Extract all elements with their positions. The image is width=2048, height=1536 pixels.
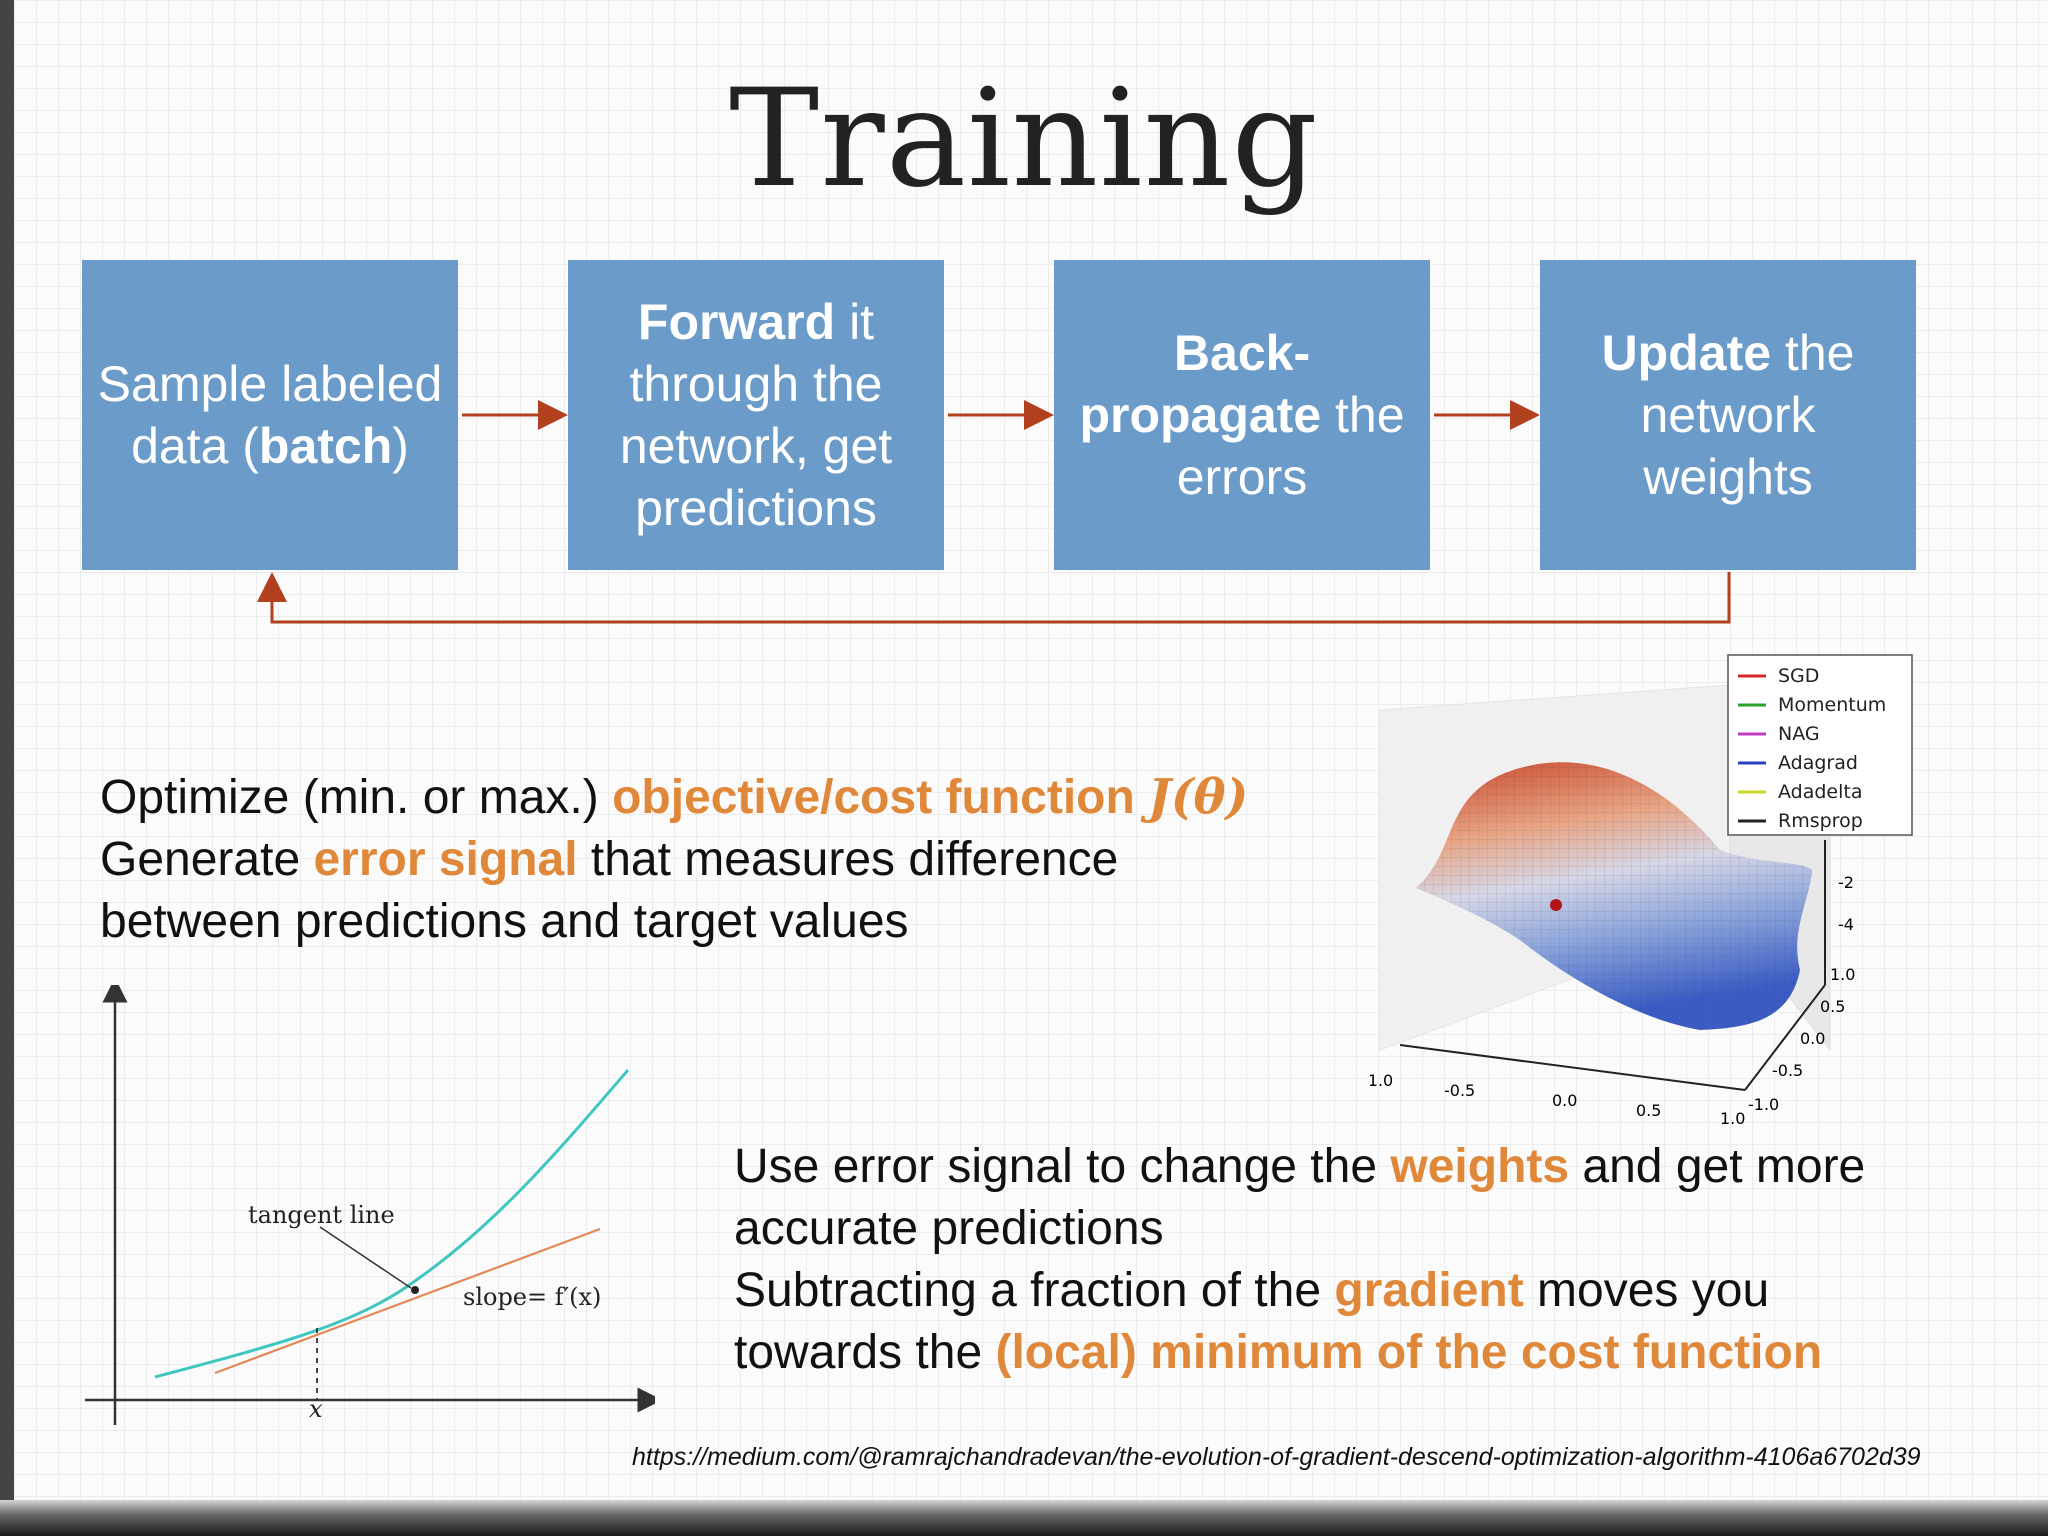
step-2-bold: Forward	[637, 294, 836, 350]
p1-line2-end: that measures difference	[577, 833, 1119, 886]
p1-math-j-theta: J(θ)	[1148, 769, 1249, 825]
legend-label-momentum: Momentum	[1778, 694, 1886, 716]
slide-title: Training	[729, 60, 1319, 217]
x-label: x	[309, 1395, 323, 1423]
p1-line2: Generate	[100, 833, 314, 886]
x-tick-3: 0.0	[1552, 1091, 1577, 1110]
p2-highlight-weights: weights	[1390, 1140, 1570, 1193]
legend-label-rmsprop: Rmsprop	[1778, 810, 1863, 832]
tangent-line	[214, 1227, 601, 1375]
p2-line3-end: moves you	[1523, 1264, 1770, 1317]
source-link[interactable]: https://medium.com/@ramrajchandradevan/t…	[632, 1443, 1921, 1471]
p2-highlight-gradient: gradient	[1334, 1264, 1524, 1317]
function-curve	[154, 1069, 630, 1379]
p2-highlight-minimum: (local) minimum of the cost function	[995, 1326, 1823, 1379]
x-tick-5: 1.0	[1720, 1109, 1745, 1128]
legend-label-adagrad: Adagrad	[1778, 752, 1858, 774]
y-tick-1: 1.0	[1830, 965, 1855, 984]
legend-label-nag: NAG	[1778, 723, 1820, 745]
y-tick-2: 0.5	[1820, 997, 1845, 1016]
legend-label-adadelta: Adadelta	[1778, 781, 1863, 803]
plot-legend: SGD Momentum NAG Adagrad Adadelta Rmsprop	[1727, 654, 1913, 836]
z-tick-1: -2	[1838, 873, 1854, 892]
x-tick-1: -1.0	[1370, 1071, 1393, 1090]
p1-highlight-error: error signal	[313, 833, 578, 886]
p1-line1: Optimize (min. or max.)	[100, 771, 613, 824]
p1-line3: between predictions and target values	[100, 895, 909, 948]
tangent-plot: tangent line slope= f′(x) x	[85, 985, 655, 1425]
z-tick-2: -4	[1838, 915, 1854, 934]
p2-line1-end: and get more	[1569, 1140, 1866, 1193]
annotation-pointer	[319, 1226, 412, 1289]
step-1-text: Sample labeled data (	[97, 356, 443, 474]
step-backpropagate: Back-propagate the errors	[1054, 260, 1430, 570]
step-3-bold: Back-propagate	[1079, 325, 1322, 443]
y-tick-3: 0.0	[1800, 1029, 1825, 1048]
paragraph-objective: Optimize (min. or max.) objective/cost f…	[100, 766, 1248, 953]
step-2-text: it through the network, get predictions	[619, 294, 893, 536]
step-update: Update the network weights	[1540, 260, 1916, 570]
legend-label-sgd: SGD	[1778, 665, 1819, 687]
step-4-text: the network weights	[1640, 325, 1855, 505]
step-1-bold: batch	[258, 418, 393, 474]
slope-label: slope= f′(x)	[463, 1283, 601, 1311]
p2-line3: Subtracting a fraction of the	[734, 1264, 1335, 1317]
step-forward: Forward it through the network, get pred…	[568, 260, 944, 570]
p2-line4: towards the	[734, 1326, 996, 1379]
x-tick-4: 0.5	[1636, 1101, 1661, 1120]
y-tick-5: -1.0	[1748, 1095, 1779, 1114]
x-tick-2: -0.5	[1444, 1081, 1475, 1100]
step-3-text: the errors	[1176, 387, 1405, 505]
surface-plot: -2 -4 1.0 0.5 0.0 -0.5 -1.0 -1.0 -0.5 0.…	[1370, 654, 1913, 1128]
p2-line2: accurate predictions	[734, 1202, 1164, 1255]
flow-arrows	[257, 400, 1731, 624]
tangent-point	[411, 1286, 419, 1294]
feedback-loop-arrow	[257, 572, 1731, 624]
p1-highlight-cost: objective/cost function	[612, 771, 1149, 824]
tangent-annotation: tangent line	[248, 1201, 395, 1229]
p2-line1: Use error signal to change the	[734, 1140, 1391, 1193]
step-4-bold: Update	[1601, 325, 1772, 381]
step-1-text-end: )	[392, 418, 409, 474]
step-sample-data: Sample labeled data (batch)	[82, 260, 458, 570]
slide-bottom-bar	[0, 1500, 2048, 1536]
start-point	[1550, 899, 1562, 911]
paragraph-gradient: Use error signal to change the weights a…	[734, 1136, 1865, 1384]
y-tick-4: -0.5	[1772, 1061, 1803, 1080]
